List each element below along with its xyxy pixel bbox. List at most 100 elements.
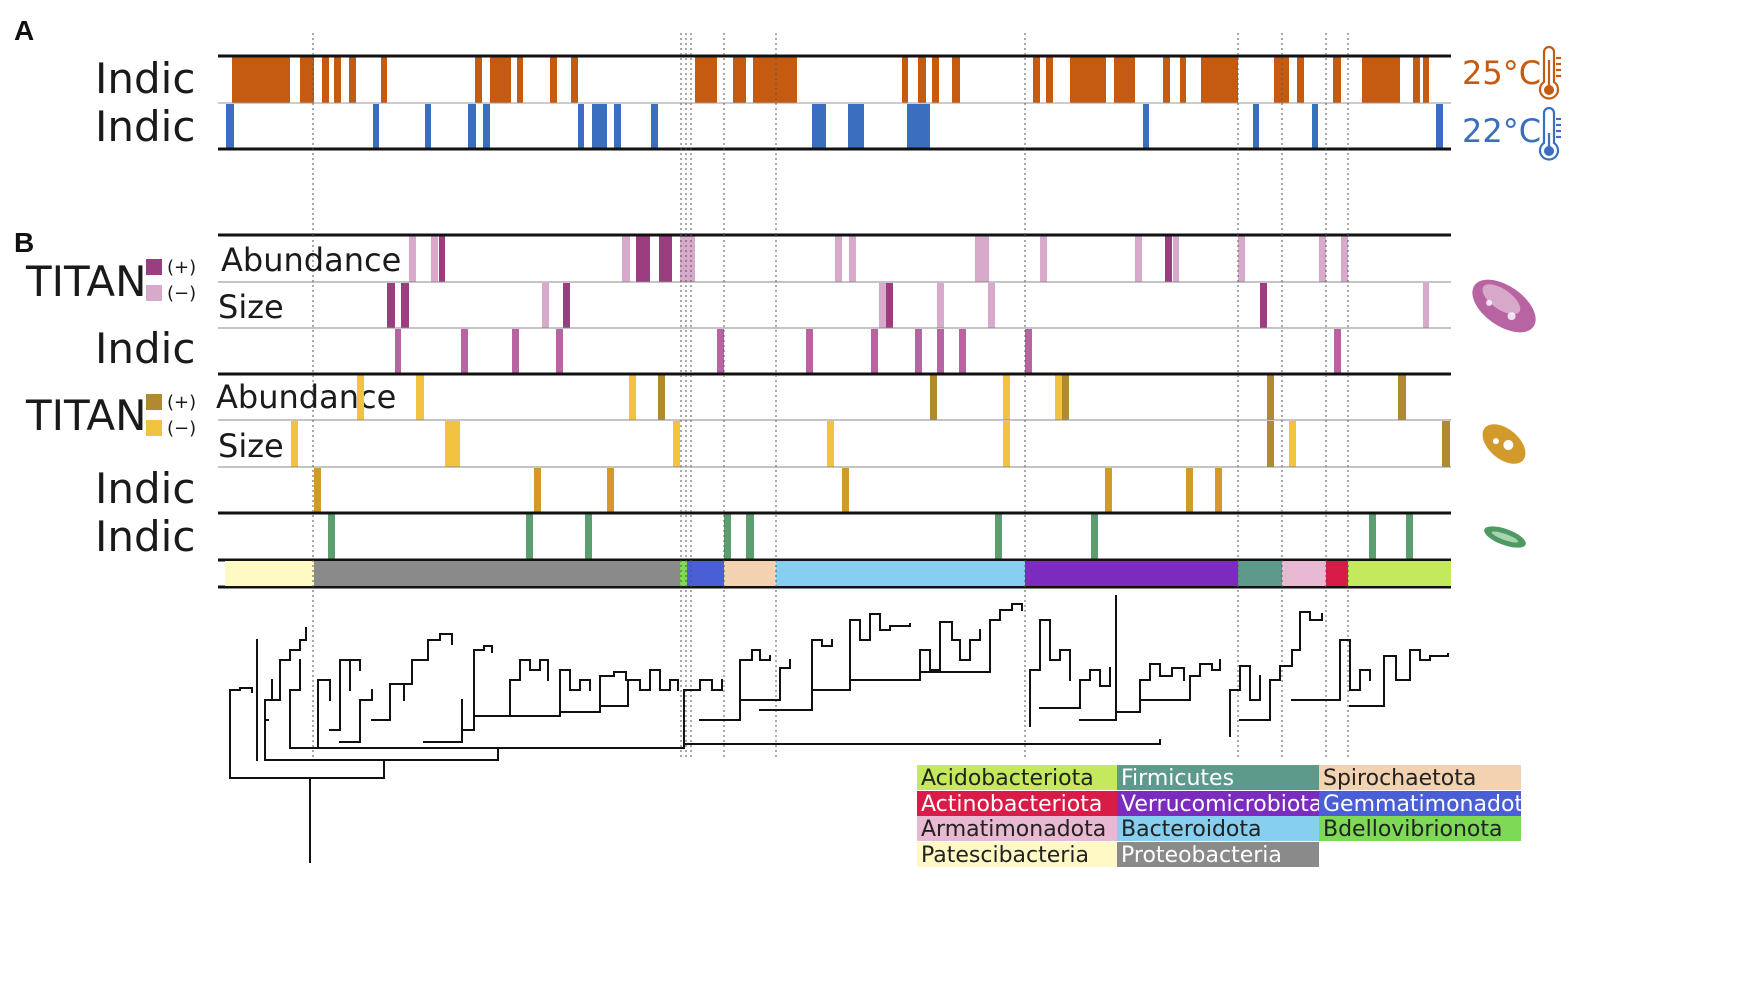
titan2-minus-swatch (146, 420, 162, 436)
panel-b-row-lines (218, 233, 1451, 589)
legend-label: Patescibacteria (921, 843, 1089, 868)
legend-swatch (917, 765, 1117, 790)
indic-bar-25c (1163, 57, 1170, 103)
indicator-bar (879, 283, 886, 328)
indicator-bar (395, 329, 401, 374)
indic-bar-25c (695, 57, 717, 103)
indic-bar-22c (1312, 104, 1318, 148)
indicator-bar (746, 514, 754, 560)
indic-bar-25c (1297, 57, 1304, 103)
indicator-bar (1186, 468, 1193, 513)
row-label-abundance-2: Abundance (216, 378, 396, 416)
indicator-bar (886, 283, 893, 328)
legend-swatch (1117, 791, 1319, 816)
indic-bar-22c (907, 104, 930, 148)
phylum-color-strip (225, 561, 1451, 586)
titan2-minus-label: (−) (167, 418, 196, 439)
indicator-bar (556, 329, 563, 374)
indicator-bar (328, 514, 335, 560)
legend-swatch (1117, 842, 1319, 867)
indic-bar-22c (226, 104, 234, 148)
indic-bar-25c (1046, 57, 1053, 103)
indic-bar-25c (932, 57, 939, 103)
titan-label-2: TITAN (25, 391, 147, 440)
row-label-indic-b3: Indic (95, 512, 195, 561)
legend-swatch (1117, 816, 1319, 841)
indicator-bar (563, 283, 570, 328)
indicator-bar (1442, 421, 1450, 467)
indicator-bar (629, 375, 636, 420)
indic-bar-25c (1114, 57, 1135, 103)
dotted-guide-lines (312, 33, 1349, 760)
phylogenetic-tree (229, 595, 1449, 863)
legend-swatch (917, 842, 1117, 867)
indicator-bar (959, 329, 966, 374)
phylum-legend: Acidobacteriota Firmicutes Spirochaetota Ac… (917, 765, 1537, 868)
indicator-bar (937, 329, 944, 374)
indicator-bar (930, 375, 937, 420)
titan1-minus-label: (−) (167, 283, 196, 304)
indicator-bar (542, 283, 549, 328)
indicator-bar (835, 236, 842, 282)
titan1-plus-swatch (146, 259, 162, 275)
phylum-segment (1282, 561, 1326, 586)
phylum-segment (1025, 561, 1238, 586)
temp-25-label: 25°C (1462, 54, 1541, 92)
indicator-bar (512, 329, 519, 374)
indicator-bar (1406, 514, 1413, 560)
indic-bar-25c (1033, 57, 1040, 103)
titan2-plus-label: (+) (167, 392, 196, 413)
indicator-bar (1334, 329, 1341, 374)
phylum-segment (680, 561, 687, 586)
legend-swatch (1319, 791, 1521, 816)
phylum-segment (1238, 561, 1282, 586)
indic-bar-22c (848, 104, 864, 148)
pink-paramecium-icon (1472, 279, 1536, 333)
indicator-bar (1369, 514, 1376, 560)
indicator-bar (849, 236, 856, 282)
legend-label: Acidobacteriota (921, 766, 1094, 791)
legend-label: Armatimonadota (921, 817, 1106, 842)
indic-bar-25c (918, 57, 926, 103)
legend-label: Bdellovibrionota (1323, 817, 1503, 842)
indic-bar-25c (1180, 57, 1186, 103)
phylum-segment (1348, 561, 1451, 586)
indic-bar-25c (1070, 57, 1106, 103)
phylum-segment (724, 561, 776, 586)
phylum-segment (225, 561, 314, 586)
titan1-plus-label: (+) (167, 257, 196, 278)
indicator-bar (658, 375, 665, 420)
indic-bar-25c (1333, 57, 1341, 103)
indicator-bar (1105, 468, 1112, 513)
legend-label: Bacteroidota (1121, 817, 1262, 842)
indic-bar-25c (300, 57, 314, 103)
indicator-bar (1267, 421, 1274, 467)
thermometer-cool-icon (1538, 106, 1561, 161)
indic-bar-25c (381, 57, 387, 103)
indicator-bar (1173, 236, 1179, 282)
indic-bar-25c (1201, 57, 1238, 103)
indicator-bar (1260, 283, 1267, 328)
indic-bar-25c (550, 57, 557, 103)
row-label-indic-b2: Indic (95, 464, 195, 513)
indic-bar-22c (483, 104, 490, 148)
indicator-bar (622, 236, 630, 282)
row-label-indic-b1: Indic (95, 324, 195, 373)
indic-bar-22c (578, 104, 584, 148)
thermometer-warm-icon (1538, 45, 1561, 100)
titan-label-1: TITAN (25, 257, 147, 306)
phylum-segment (1326, 561, 1348, 586)
indicator-bar (534, 468, 541, 513)
legend-label: Spirochaetota (1323, 766, 1476, 791)
indicator-bar (1165, 236, 1172, 282)
legend-swatch (917, 791, 1117, 816)
legend-label: Actinobacteriota (921, 792, 1102, 817)
indicator-bar (387, 283, 395, 328)
indic-bar-25c (349, 57, 356, 103)
indicator-bar (1040, 236, 1047, 282)
indicator-bar (937, 283, 944, 328)
panel-b-bars (291, 236, 1450, 560)
indicator-bar (431, 236, 438, 282)
legend-label: Proteobacteria (1121, 843, 1282, 868)
